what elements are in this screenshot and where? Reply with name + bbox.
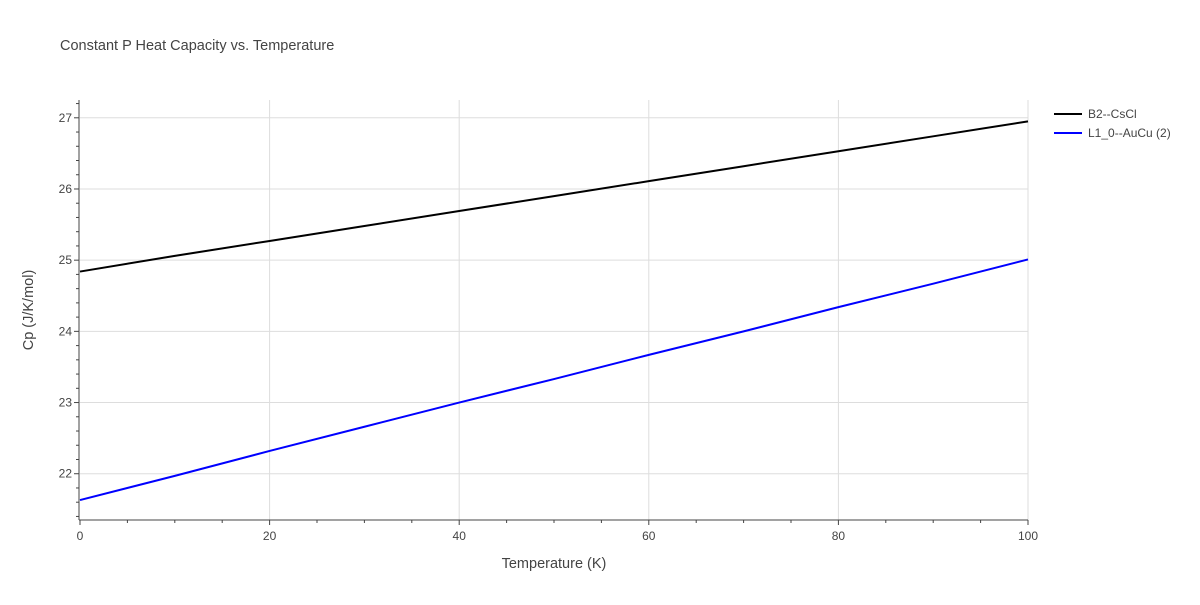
series-line-2 [79, 258, 1029, 502]
y-tick-label: 24 [59, 324, 73, 338]
series-line-1 [79, 120, 1029, 273]
x-tick-label: 20 [263, 529, 277, 543]
x-tick-label: 60 [642, 529, 656, 543]
y-tick-label: 25 [59, 253, 73, 267]
y-tick-label: 26 [59, 182, 73, 196]
y-tick-label: 22 [59, 467, 73, 481]
y-tick-label: 27 [59, 111, 73, 125]
x-tick-label: 100 [1018, 529, 1038, 543]
x-tick-label: 80 [832, 529, 846, 543]
series-lines [79, 120, 1029, 502]
y-tick-label: 23 [59, 396, 73, 410]
legend: B2--CsCl L1_0--AuCu (2) [1054, 107, 1171, 140]
grid-lines [80, 100, 1029, 520]
x-tick-label: 0 [77, 529, 84, 543]
axes [74, 100, 1029, 525]
x-tick-label: 40 [453, 529, 467, 543]
x-axis-label: Temperature (K) [502, 556, 607, 572]
y-axis-label: Cp (J/K/mol) [21, 270, 37, 351]
legend-label-1: B2--CsCl [1088, 107, 1137, 121]
chart-title: Constant P Heat Capacity vs. Temperature [60, 38, 334, 54]
legend-label-2: L1_0--AuCu (2) [1088, 126, 1171, 140]
tick-labels: 0 20 40 60 80 100 22 23 24 25 26 27 [59, 111, 1039, 543]
